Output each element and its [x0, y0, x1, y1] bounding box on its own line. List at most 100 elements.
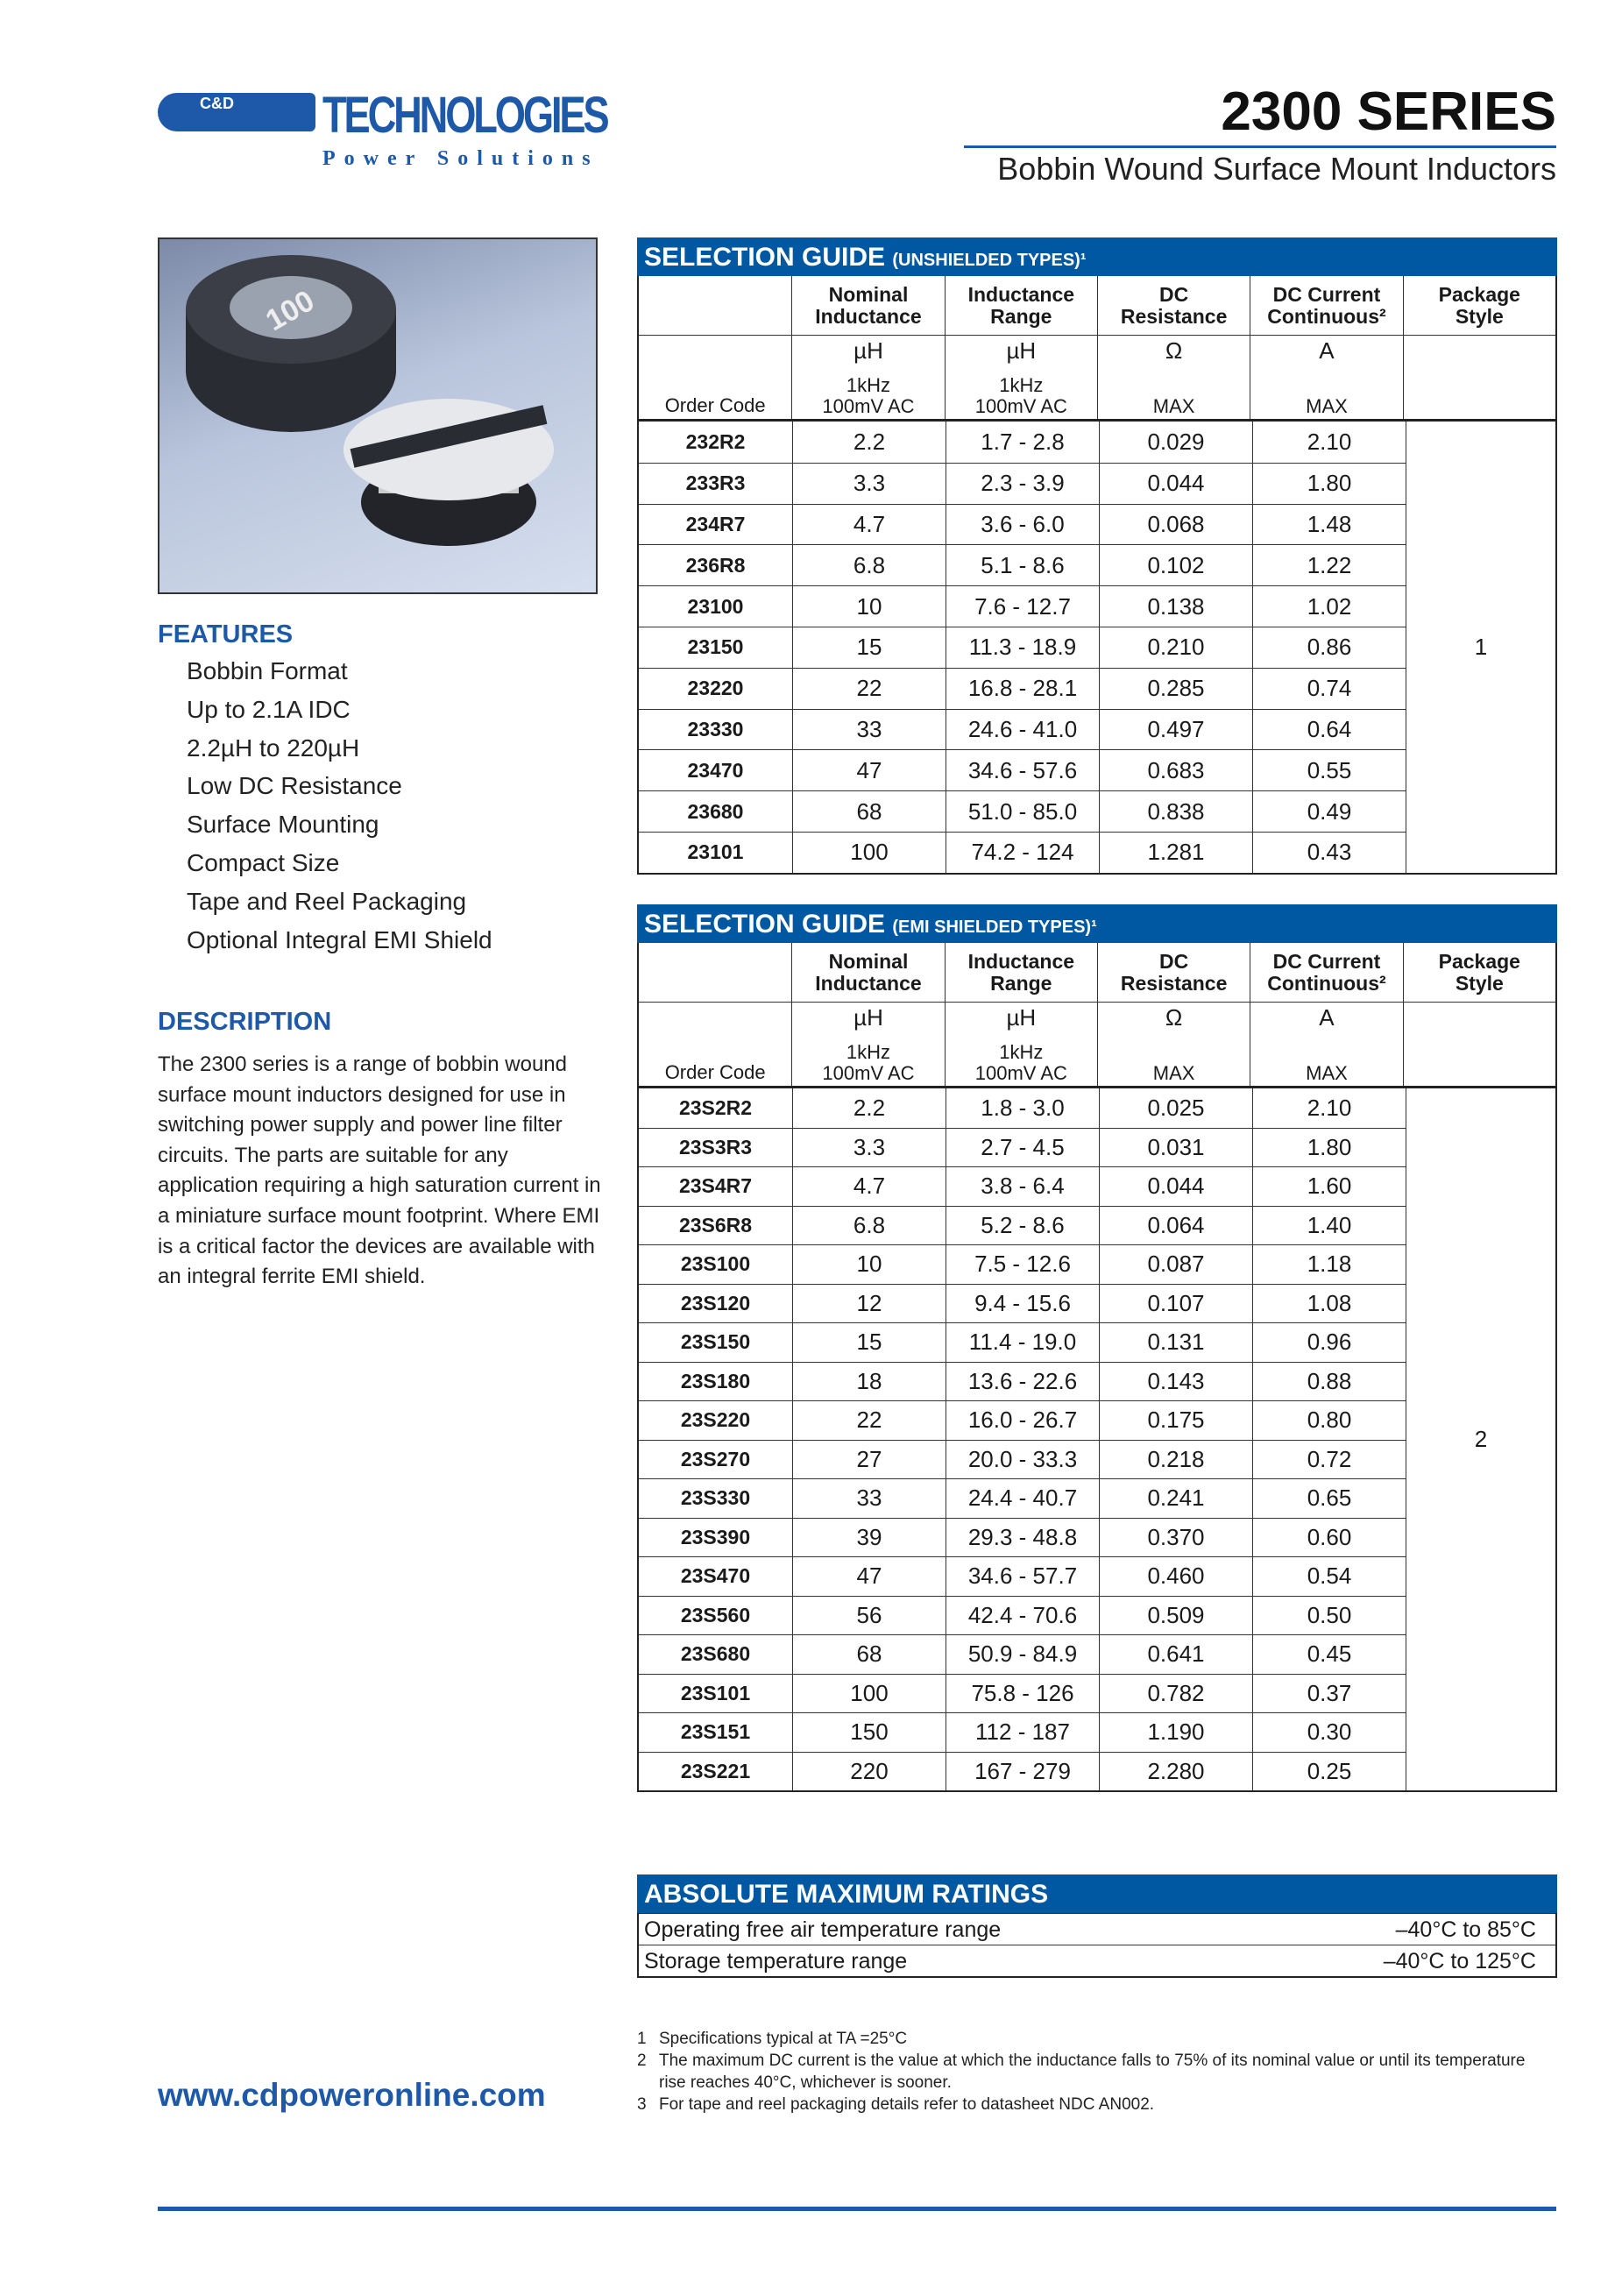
- table-row: 23S470 47 34.6 - 57.7 0.460 0.54: [639, 1556, 1406, 1596]
- column-header: Package Style: [1402, 943, 1555, 1002]
- value-cell: 3.3: [792, 463, 946, 504]
- value-cell: 39: [792, 1518, 946, 1556]
- table-row: 23100 10 7.6 - 12.7 0.138 1.02: [639, 585, 1406, 627]
- table-row: 23150 15 11.3 - 18.9 0.210 0.86: [639, 626, 1406, 668]
- unit-conditions: 1kHz 100mV AC: [975, 375, 1067, 417]
- value-cell: 34.6 - 57.6: [946, 750, 1099, 791]
- value-cell: 1.18: [1252, 1245, 1406, 1284]
- value-cell: 0.131: [1099, 1323, 1252, 1362]
- table-row: 23470 47 34.6 - 57.6 0.683 0.55: [639, 749, 1406, 791]
- unit: A: [1319, 337, 1335, 364]
- value-cell: 0.86: [1252, 627, 1406, 668]
- order-code-cell: 236R8: [685, 553, 746, 577]
- value-cell: 5.2 - 8.6: [946, 1206, 1099, 1244]
- order-code-cell: 23470: [687, 758, 744, 782]
- order-code-cell: 23S560: [680, 1603, 751, 1626]
- order-code-cell: 23S680: [680, 1642, 751, 1666]
- table-row: 23S560 56 42.4 - 70.6 0.509 0.50: [639, 1595, 1406, 1634]
- value-cell: 0.087: [1099, 1245, 1252, 1284]
- column-header-row: Nominal Inductance Inductance Range DC Resist…: [639, 943, 1555, 1002]
- value-cell: 6.8: [792, 545, 946, 586]
- order-code-cell: 23680: [687, 799, 744, 823]
- feature-item: Bobbin Format: [187, 657, 348, 684]
- unit-condition: 1kHz: [846, 374, 891, 396]
- order-code-cell: 23150: [687, 635, 744, 659]
- value-cell: 11.3 - 18.9: [946, 627, 1099, 668]
- order-code-cell: 23330: [687, 717, 744, 741]
- order-code-cell: 23S100: [680, 1252, 751, 1276]
- column-header-line: Inductance: [967, 949, 1075, 973]
- value-cell: 1.08: [1252, 1284, 1406, 1322]
- column-header-line: DC Current: [1272, 949, 1381, 973]
- unit-condition: 1kHz: [846, 1041, 891, 1063]
- column-header-row: Nominal Inductance Inductance Range DC Resist…: [639, 276, 1555, 335]
- unit-conditions: MAX: [1153, 1042, 1195, 1084]
- table-title-main: SELECTION GUIDE: [644, 910, 886, 939]
- value-cell: 112 - 187: [946, 1713, 1099, 1752]
- value-cell: 0.50: [1252, 1596, 1406, 1634]
- value-cell: 0.143: [1099, 1362, 1252, 1400]
- value-cell: 0.107: [1099, 1284, 1252, 1322]
- table-row: 23S2R2 2.2 1.8 - 3.0 0.025 2.10: [639, 1088, 1406, 1128]
- value-cell: 33: [792, 709, 946, 750]
- order-code-cell: 23S3R3: [678, 1135, 753, 1159]
- column-header: DC Resistance: [1096, 276, 1250, 335]
- value-cell: 2.2: [792, 422, 946, 463]
- rating-name: Storage temperature range: [644, 1949, 908, 1974]
- column-header: [639, 276, 791, 335]
- value-cell: 0.102: [1099, 545, 1252, 586]
- value-cell: 15: [792, 1323, 946, 1362]
- order-code-cell: 23S150: [680, 1330, 751, 1354]
- value-cell: 27: [792, 1440, 946, 1478]
- table-title-main: SELECTION GUIDE: [644, 243, 886, 272]
- unit: µH: [853, 1004, 883, 1031]
- table-row: 232R2 2.2 1.7 - 2.8 0.029 2.10: [639, 422, 1406, 463]
- value-cell: 7.6 - 12.7: [946, 586, 1099, 627]
- value-cell: 0.210: [1099, 627, 1252, 668]
- column-header-line: Nominal: [828, 949, 909, 973]
- table-title: SELECTION GUIDE (EMI SHIELDED TYPES)¹: [637, 904, 1557, 943]
- units-row: Order Code µH 1kHz 100mV AC µH 1kHz 100mV AC Ω M…: [639, 1002, 1555, 1086]
- value-cell: 50.9 - 84.9: [946, 1635, 1099, 1674]
- value-cell: 1.190: [1099, 1713, 1252, 1752]
- value-cell: 12: [792, 1284, 946, 1322]
- value-cell: 20.0 - 33.3: [946, 1440, 1099, 1478]
- description-text: The 2300 series is a range of bobbin wou…: [158, 1052, 601, 1289]
- value-cell: 24.6 - 41.0: [946, 709, 1099, 750]
- selection-guide-unshielded: SELECTION GUIDE (UNSHIELDED TYPES)¹ Nomin…: [637, 237, 1557, 875]
- value-cell: 0.241: [1099, 1479, 1252, 1518]
- value-cell: 1.22: [1252, 545, 1406, 586]
- value-cell: 10: [792, 586, 946, 627]
- value-cell: 47: [792, 750, 946, 791]
- order-code-label: Order Code: [664, 394, 766, 416]
- value-cell: 34.6 - 57.7: [946, 1557, 1099, 1596]
- table-row: 23680 68 51.0 - 85.0 0.838 0.49: [639, 790, 1406, 832]
- column-header-line: Inductance: [815, 971, 922, 995]
- footnote-text: For tape and reel packaging details refe…: [659, 2095, 1155, 2114]
- logo-tagline: Power Solutions: [322, 147, 599, 170]
- order-code-cell: 23220: [687, 677, 744, 700]
- column-header-line: DC: [1159, 282, 1189, 306]
- value-cell: 0.72: [1252, 1440, 1406, 1478]
- table-title-sub: (UNSHIELDED TYPES)¹: [892, 251, 1087, 270]
- table-body: 232R2 2.2 1.7 - 2.8 0.029 2.10 233R3 3.3 2.3 - …: [639, 419, 1555, 873]
- page-title: 2300 SERIES: [1221, 81, 1556, 142]
- selection-guide-shielded: SELECTION GUIDE (EMI SHIELDED TYPES)¹ Nom…: [637, 904, 1557, 1792]
- value-cell: 6.8: [792, 1206, 946, 1244]
- footnote-number: 1: [637, 2030, 647, 2048]
- website-link[interactable]: www.cdpoweronline.com: [158, 2077, 546, 2113]
- rating-value: –40°C to 125°C: [1383, 1949, 1536, 1974]
- unit-condition: 100mV AC: [822, 395, 915, 417]
- value-cell: 7.5 - 12.6: [946, 1245, 1099, 1284]
- column-header: DC Current Continuous²: [1250, 943, 1402, 1002]
- table-row: 23S330 33 24.4 - 40.7 0.241 0.65: [639, 1478, 1406, 1518]
- unit-conditions: 1kHz 100mV AC: [822, 1042, 914, 1084]
- column-header: Nominal Inductance: [791, 276, 944, 335]
- unit: µH: [853, 337, 883, 364]
- unit-condition: MAX: [1152, 1062, 1195, 1084]
- unit-condition: 100mV AC: [974, 395, 1067, 417]
- value-cell: 11.4 - 19.0: [946, 1323, 1099, 1362]
- value-cell: 0.683: [1099, 750, 1252, 791]
- column-header-line: Range: [990, 304, 1052, 328]
- footnote-text: Specifications typical at TA =25°C: [659, 2030, 908, 2048]
